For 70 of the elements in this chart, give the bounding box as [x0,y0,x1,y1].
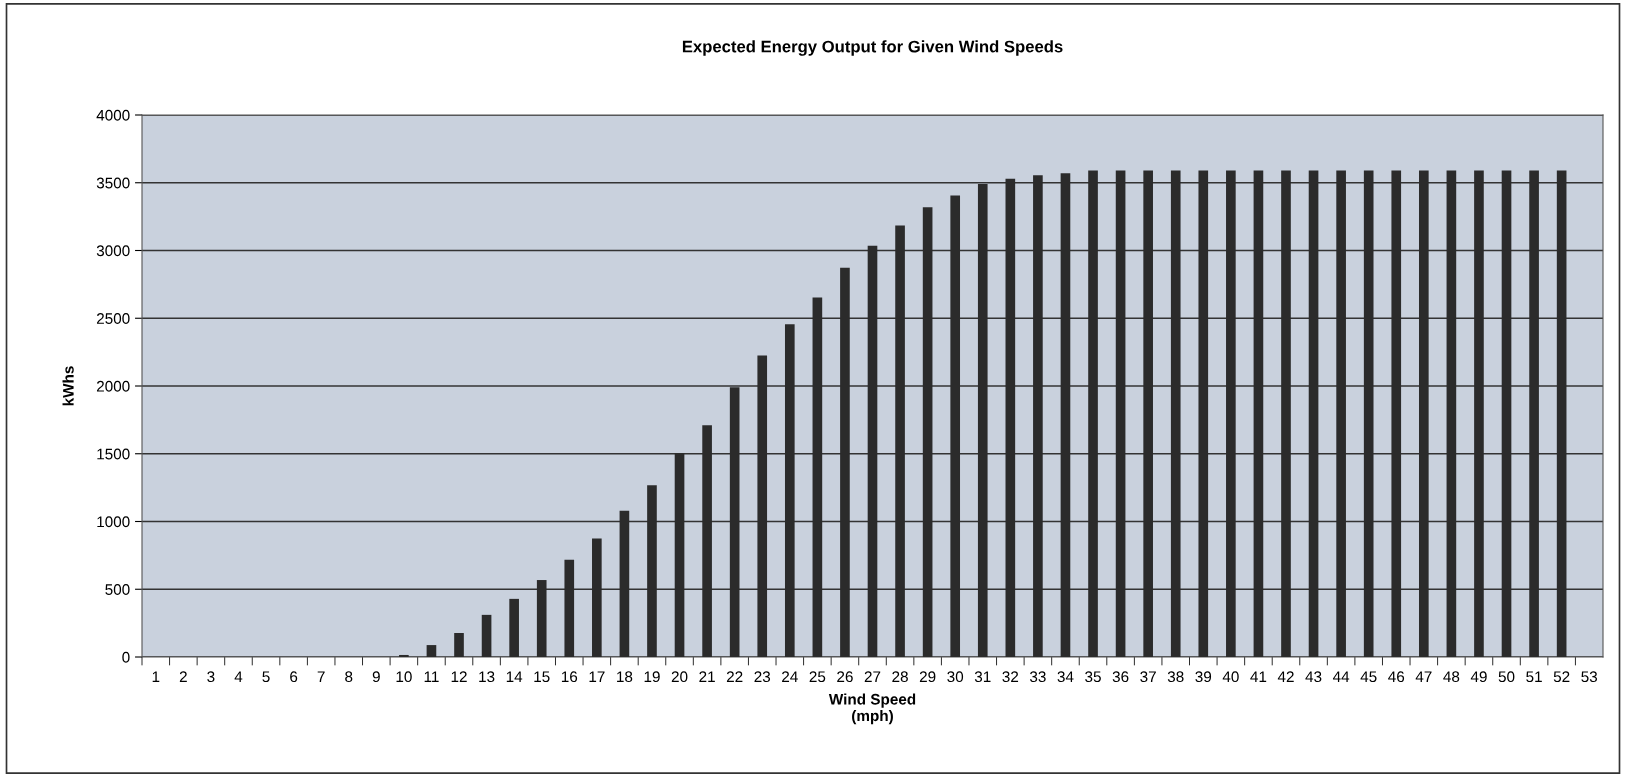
x-tick-label: 45 [1360,671,1377,683]
x-tick-label: 3 [207,671,215,683]
y-tick-label: 4000 [96,109,130,121]
x-tick-label: 12 [451,671,467,682]
x-tick-label: 4 [234,671,243,682]
x-tick-label: 25 [809,671,826,683]
x-tick-label: 48 [1443,671,1460,683]
x-tick-label: 24 [782,671,798,682]
x-tick-label: 31 [974,671,991,683]
x-tick-label: 9 [372,671,380,683]
x-tick-label: 51 [1526,671,1542,683]
y-tick-label: 2500 [96,313,130,324]
x-tick-label: 10 [396,671,412,683]
x-tick-label: 26 [837,671,853,683]
x-tick-label: 38 [1167,671,1184,683]
y-tick-label: 1500 [97,448,130,460]
x-tick-label: 29 [919,671,936,683]
x-tick-label: 16 [561,671,578,683]
bar [454,633,464,657]
x-tick-label: 15 [534,671,550,683]
x-tick-label: 39 [1195,671,1212,683]
x-tick-label: 47 [1415,671,1432,682]
x-tick-label: 53 [1581,671,1598,683]
x-tick-label: 44 [1332,671,1350,682]
x-tick-label: 21 [699,671,715,682]
y-tick-label: 3000 [96,245,130,257]
x-tick-label: 19 [644,671,660,683]
y-tick-label: 0 [122,651,130,663]
x-tick-label: 11 [424,671,439,682]
x-tick-label: 17 [589,671,605,682]
x-tick-label: 2 [179,671,187,682]
x-tick-label: 33 [1029,671,1046,683]
x-tick-label: 23 [754,671,771,683]
x-tick-label: 6 [290,671,298,683]
x-tick-label: 40 [1222,671,1239,683]
y-tick-label: 3500 [96,177,130,189]
y-axis-title: kWhs [62,366,74,406]
x-tick-label: 50 [1498,671,1515,683]
bar [399,654,409,657]
x-tick-label: 46 [1388,671,1405,683]
y-tick-label: 500 [105,584,130,595]
x-tick-label: 28 [892,671,908,683]
x-tick-label: 8 [345,671,353,683]
x-tick-label: 27 [864,671,881,682]
x-tick-label: 18 [617,671,633,683]
x-tick-label: 22 [726,671,743,682]
x-tick-label: 49 [1470,671,1487,683]
x-tick-label: 5 [262,671,270,683]
bar [481,614,492,657]
x-tick-label: 37 [1140,671,1156,683]
x-tick-label: 52 [1553,671,1570,683]
x-tick-label: 36 [1112,671,1129,683]
y-tick-label: 1000 [97,516,130,528]
x-tick-label: 7 [317,671,325,682]
chart-title: Expected Energy Output for Given Wind Speeds [682,40,1063,56]
x-tick-label: 41 [1250,671,1267,682]
x-tick-label: 34 [1057,671,1074,683]
bar [509,598,519,657]
x-tick-label: 30 [947,671,964,683]
x-tick-label: 20 [671,671,688,683]
x-tick-label: 35 [1085,671,1101,683]
x-tick-label: 13 [479,671,495,683]
x-tick-label: 32 [1002,671,1019,683]
y-tick-label: 2000 [96,380,130,392]
x-tick-label: 42 [1277,671,1294,682]
x-tick-label: 1 [152,671,160,682]
bar [426,645,437,657]
x-tick-label: 43 [1305,671,1322,683]
x-axis-title: Wind Speed (mph) [828,693,916,725]
x-tick-label: 14 [506,671,523,682]
